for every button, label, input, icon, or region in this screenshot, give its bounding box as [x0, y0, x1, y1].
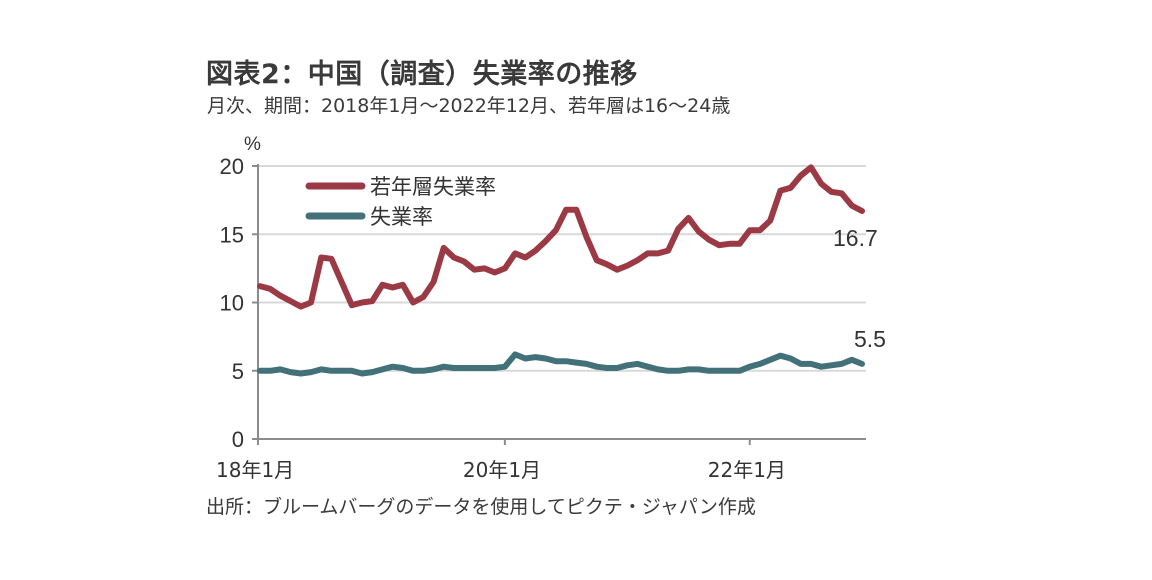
series-line-unemployment: [257, 351, 865, 377]
y-tick-label: 10: [220, 291, 244, 316]
end-labels: 16.7 5.5: [833, 225, 886, 352]
source-note: 出所：ブルームバーグのデータを使用してピクテ・ジャパン作成: [206, 496, 756, 518]
y-tick-label: 5: [232, 359, 244, 384]
y-tick-label: 0: [232, 427, 244, 452]
y-axis-unit-label: %: [244, 134, 261, 155]
end-label-youth: 16.7: [833, 225, 878, 251]
chart-title: 図表2：中国（調査）失業率の推移: [206, 59, 638, 90]
y-tick-label: 20: [220, 154, 244, 179]
series-lines: [257, 164, 865, 377]
end-label-unemployment: 5.5: [854, 326, 886, 352]
series-line-youth-unemployment: [257, 164, 865, 310]
x-axis-ticks: 18年1月 20年1月 22年1月: [216, 439, 786, 482]
legend-label: 若年層失業率: [370, 175, 496, 199]
y-tick-label: 15: [220, 222, 244, 247]
y-axis-ticks: 0 5 10 15 20: [220, 154, 258, 452]
x-tick-label: 18年1月: [216, 458, 294, 482]
chart-subtitle: 月次、期間：2018年1月～2022年12月、若年層は16～24歳: [207, 95, 731, 117]
gridlines: [258, 165, 866, 372]
x-tick-label: 22年1月: [708, 458, 786, 482]
legend-label: 失業率: [370, 205, 433, 229]
x-tick-label: 20年1月: [463, 458, 541, 482]
